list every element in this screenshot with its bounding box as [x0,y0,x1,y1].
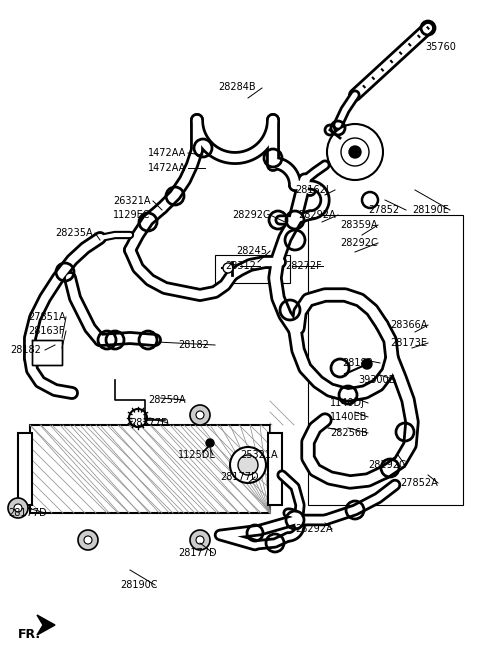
Text: 28292G: 28292G [368,460,407,470]
Bar [308,215,463,505]
Text: 28177D: 28177D [178,548,216,558]
Circle shape [327,124,383,180]
Text: 27851A: 27851A [28,312,66,322]
Text: 1472AA: 1472AA [148,148,186,158]
Text: FR.: FR. [18,628,41,641]
Text: 1472AA: 1472AA [148,163,186,173]
Text: 28272F: 28272F [285,261,322,271]
Circle shape [349,146,361,158]
Bar [30,425,270,513]
Bar [18,433,32,505]
Text: 28182: 28182 [342,358,373,368]
Text: 25321A: 25321A [240,450,277,460]
Circle shape [190,530,210,550]
Text: 1140DJ: 1140DJ [330,398,365,408]
Circle shape [238,455,258,475]
Bar [268,433,282,505]
Circle shape [362,359,372,369]
Circle shape [14,504,22,512]
Text: 35760: 35760 [425,42,456,52]
Text: 28292G: 28292G [232,210,271,220]
Text: 28190E: 28190E [412,205,449,215]
Text: 28182: 28182 [10,345,41,355]
Text: 28292A: 28292A [295,524,333,534]
Bar [215,255,290,283]
Circle shape [230,447,266,483]
Text: 28245: 28245 [236,246,267,256]
Circle shape [196,536,204,544]
Text: 28312: 28312 [225,261,256,271]
Text: 27852: 27852 [368,205,399,215]
Text: 28292C: 28292C [340,238,378,248]
Text: 28163F: 28163F [28,326,64,336]
Text: 28173E: 28173E [390,338,427,348]
Text: 1140EB: 1140EB [330,412,367,422]
Text: 28259A: 28259A [148,395,186,405]
Circle shape [8,498,28,518]
Circle shape [129,409,147,427]
Text: 28177D: 28177D [220,472,259,482]
Text: 28190C: 28190C [120,580,157,590]
Circle shape [84,536,92,544]
Text: 28284B: 28284B [218,82,256,92]
Text: 39300E: 39300E [358,375,395,385]
Text: 28359A: 28359A [340,220,377,230]
Circle shape [223,263,233,273]
Text: 27852A: 27852A [400,478,438,488]
Text: 28182: 28182 [178,340,209,350]
Text: 28256B: 28256B [330,428,368,438]
Circle shape [190,405,210,425]
Text: 28177D: 28177D [130,418,168,428]
Text: 26321A: 26321A [113,196,151,206]
Text: 28162J: 28162J [295,185,329,195]
Bar [32,340,62,365]
Text: 1125DL: 1125DL [178,450,216,460]
Text: 28235A: 28235A [55,228,93,238]
Circle shape [196,411,204,419]
Circle shape [78,530,98,550]
Text: 28292A: 28292A [298,210,336,220]
Polygon shape [37,615,55,635]
Text: 28366A: 28366A [390,320,427,330]
Text: 1129EC: 1129EC [113,210,151,220]
Text: 28177D: 28177D [8,508,47,518]
Circle shape [206,439,214,447]
